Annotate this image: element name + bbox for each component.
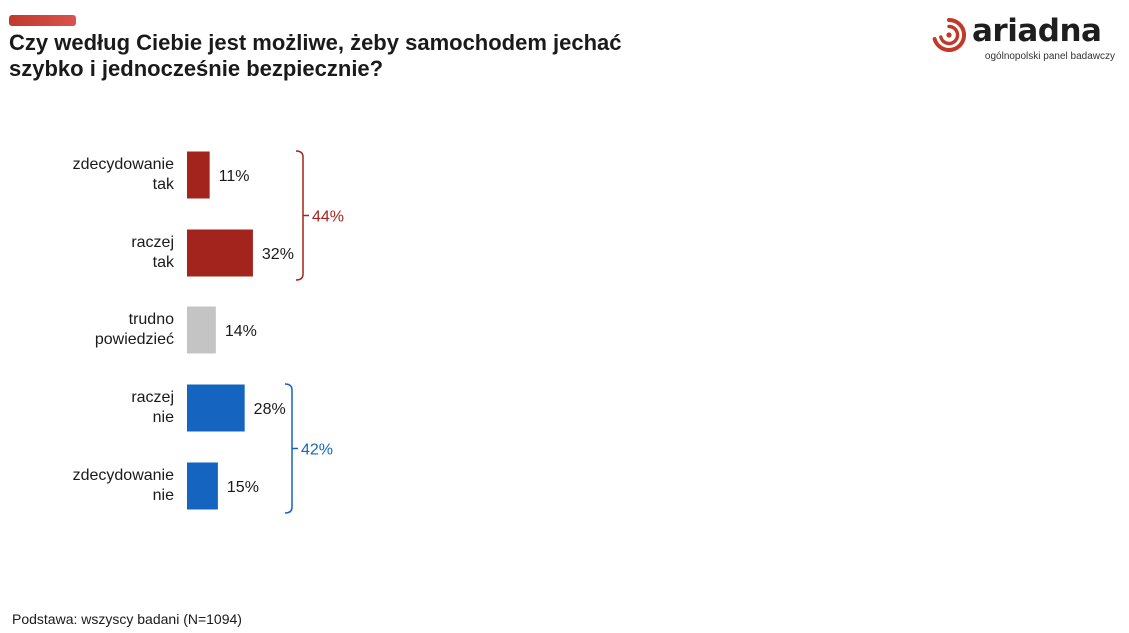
page-title: Czy według Ciebie jest możliwe, żeby sam…: [9, 30, 729, 82]
category-label-0-line-1: tak: [153, 176, 175, 193]
group-label-1: 42%: [301, 442, 333, 459]
brand-logo: ariadna ogólnopolski panel badawczy: [930, 14, 1115, 64]
value-label-0: 11%: [219, 168, 250, 185]
bar-3: [187, 384, 245, 432]
accent-bar: [9, 15, 76, 26]
value-label-3: 28%: [254, 401, 286, 418]
category-label-3: raczej nie: [131, 389, 174, 426]
category-label-2-line-0: trudno: [129, 311, 174, 328]
group-bracket-1: [284, 383, 298, 514]
group-label-0: 44%: [312, 209, 344, 226]
title-line-1: Czy według Ciebie jest możliwe, żeby sam…: [9, 30, 622, 55]
category-label-2-line-1: powiedzieć: [95, 331, 174, 348]
category-label-2: trudno powiedzieć: [95, 311, 174, 348]
bar-1: [187, 229, 253, 277]
bar-0: [187, 151, 210, 199]
value-label-2: 14%: [225, 323, 257, 340]
category-label-0: zdecydowanie tak: [73, 156, 175, 193]
footnote: Podstawa: wszyscy badani (N=1094): [12, 611, 242, 627]
category-label-1: raczej tak: [131, 234, 175, 271]
category-label-4: zdecydowanie nie: [73, 467, 175, 504]
category-label-4-line-0: zdecydowanie: [73, 467, 175, 484]
group-bracket-0: [295, 150, 309, 281]
spiral-logo-icon: [932, 17, 966, 52]
value-label-1: 32%: [262, 246, 294, 263]
category-label-1-line-1: tak: [153, 254, 175, 271]
bar-2: [187, 306, 216, 354]
brand-tagline: ogólnopolski panel badawczy: [984, 51, 1115, 62]
category-label-0-line-0: zdecydowanie: [73, 156, 175, 173]
value-label-4: 15%: [227, 479, 259, 496]
category-label-1-line-0: raczej: [131, 234, 174, 251]
category-label-4-line-1: nie: [153, 487, 174, 504]
brand-name: ariadna: [972, 13, 1102, 49]
title-line-2: szybko i jednocześnie bezpiecznie?: [9, 56, 384, 81]
bar-4: [187, 462, 218, 510]
category-label-3-line-1: nie: [153, 409, 174, 426]
category-label-3-line-0: raczej: [131, 389, 174, 406]
